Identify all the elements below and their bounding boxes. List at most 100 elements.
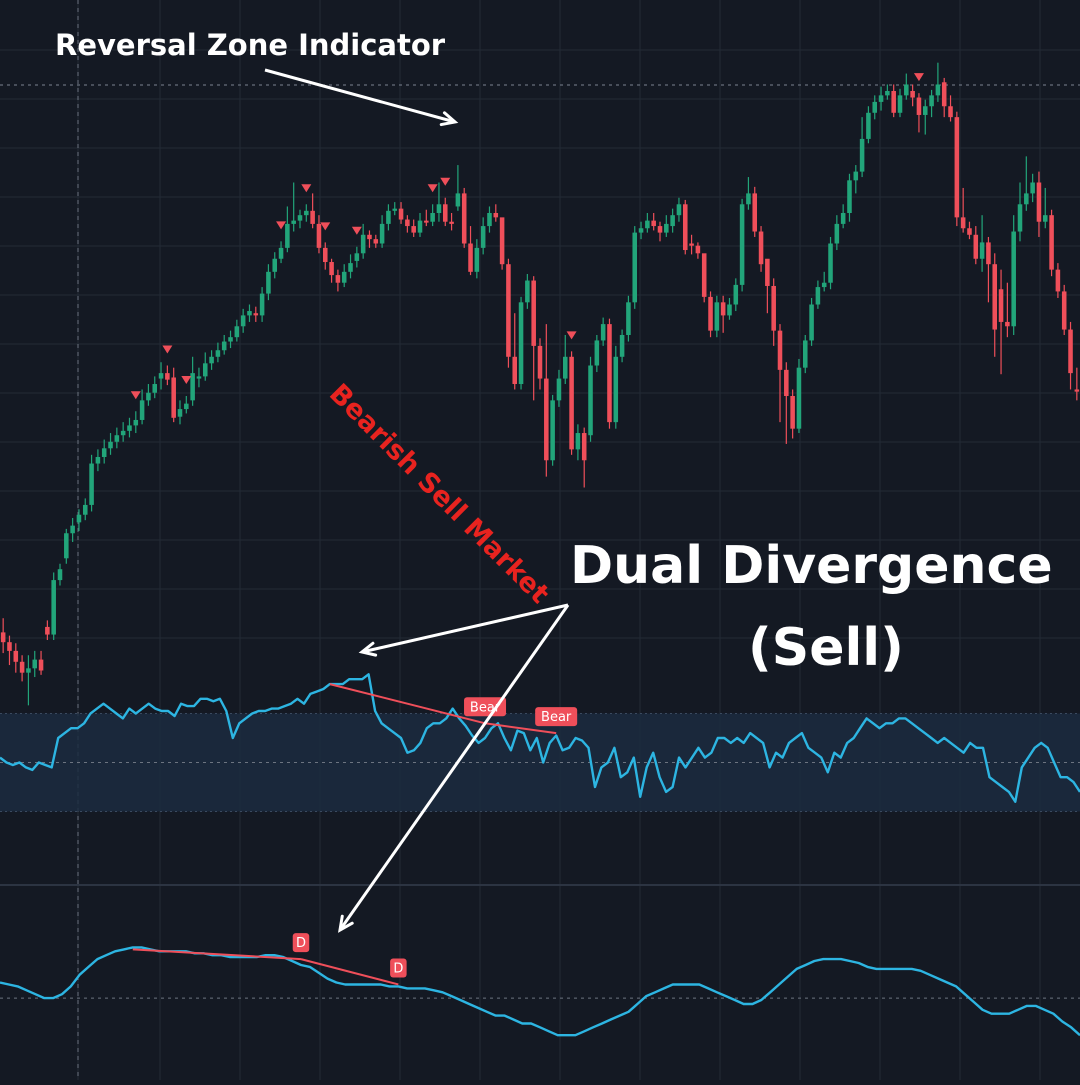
- candle-body: [493, 213, 499, 218]
- osc1-label-text: Bear: [541, 710, 572, 725]
- reversal-marker-icon: [566, 331, 577, 340]
- osc1-line: [0, 673, 1080, 803]
- oscillator-panel-2: DD: [0, 933, 1080, 1037]
- candle-body: [228, 337, 233, 342]
- candle-body: [38, 659, 44, 671]
- candle-body: [234, 326, 240, 338]
- candle-body: [872, 101, 878, 113]
- candle-body: [354, 253, 360, 261]
- candle-body: [960, 217, 966, 229]
- candle-body: [676, 204, 682, 216]
- osc2-label-text: D: [393, 961, 403, 976]
- candle-body: [967, 228, 972, 235]
- candle-body: [304, 210, 309, 216]
- reversal-marker-icon: [351, 226, 362, 235]
- candle-body: [847, 180, 852, 213]
- candle-body: [518, 302, 524, 385]
- candle-body: [550, 400, 555, 461]
- candle-body: [259, 293, 265, 316]
- candle-body: [13, 650, 19, 662]
- candle-body: [461, 193, 467, 244]
- candle-body: [297, 215, 303, 221]
- candle-body: [158, 373, 164, 379]
- candle-body: [76, 514, 82, 523]
- candle-body: [139, 400, 145, 420]
- candle-body: [834, 223, 840, 244]
- candle-body: [367, 234, 372, 240]
- candle-body: [821, 282, 827, 288]
- candle-body: [752, 193, 758, 232]
- candle-body: [613, 356, 619, 423]
- candle-body: [815, 287, 821, 305]
- candle-body: [1061, 291, 1067, 330]
- candle-body: [310, 210, 315, 224]
- candle-body: [1068, 329, 1073, 374]
- candle-body: [531, 280, 536, 346]
- candle-body: [922, 106, 928, 115]
- candle-body: [82, 504, 88, 515]
- candle-body: [348, 263, 353, 272]
- candle-body: [32, 659, 38, 669]
- candle-body: [379, 223, 385, 244]
- candle-body: [341, 271, 347, 283]
- reversal-marker-icon: [440, 177, 451, 186]
- candle-body: [784, 369, 789, 396]
- candle-body: [979, 242, 985, 259]
- candle-body: [127, 425, 132, 431]
- candle-body: [360, 234, 366, 254]
- candle-body: [51, 580, 56, 635]
- candle-body: [64, 533, 69, 559]
- candle-body: [240, 315, 246, 327]
- candle-body: [436, 204, 442, 213]
- candle-body: [632, 232, 638, 303]
- annotation-arrows: [264, 68, 570, 933]
- candle-body: [910, 91, 915, 98]
- candle-body: [638, 228, 644, 233]
- candle-body: [657, 226, 663, 233]
- candle-body: [1042, 215, 1048, 222]
- candle-body: [171, 377, 176, 418]
- candle-body: [885, 91, 890, 96]
- divergence-arrow-upper-head: [358, 641, 378, 657]
- candle-body: [1017, 204, 1023, 232]
- candle-body: [247, 311, 252, 316]
- candle-body: [266, 271, 271, 294]
- candle-body: [790, 396, 795, 429]
- candle-body: [575, 433, 581, 450]
- candle-body: [430, 213, 435, 222]
- candle-body: [108, 441, 113, 449]
- candle-body: [853, 171, 859, 181]
- candle-body: [120, 430, 126, 436]
- candle-body: [209, 356, 214, 364]
- candle-body: [645, 220, 650, 229]
- candle-body: [512, 356, 518, 385]
- candle-body: [19, 661, 25, 673]
- osc2-label-badge: [390, 958, 407, 978]
- candle-body: [929, 95, 934, 107]
- candle-body: [878, 95, 884, 102]
- candle-body: [727, 304, 732, 316]
- candle-body: [562, 356, 568, 379]
- candle-body: [708, 296, 713, 331]
- osc2-label-badge: [292, 933, 310, 953]
- candle-body: [758, 231, 764, 265]
- candle-body: [506, 264, 511, 357]
- candle-body: [682, 204, 688, 251]
- reversal-marker-icon: [427, 184, 438, 193]
- candle-body: [7, 642, 12, 651]
- candle-body: [474, 247, 480, 272]
- reversal-marker-icon: [181, 376, 192, 384]
- candle-body: [405, 219, 410, 227]
- osc2-line: [0, 946, 1080, 1037]
- candle-body: [777, 330, 783, 370]
- candle-body: [57, 569, 63, 581]
- candle-body: [581, 433, 587, 461]
- candle-body: [1024, 193, 1029, 205]
- candle-body: [335, 275, 341, 283]
- candle-body: [619, 335, 625, 357]
- candle-body: [588, 365, 593, 436]
- reversal-arrow-head: [439, 111, 459, 127]
- candle-body: [626, 302, 631, 335]
- candlestick-series: [0, 62, 1080, 706]
